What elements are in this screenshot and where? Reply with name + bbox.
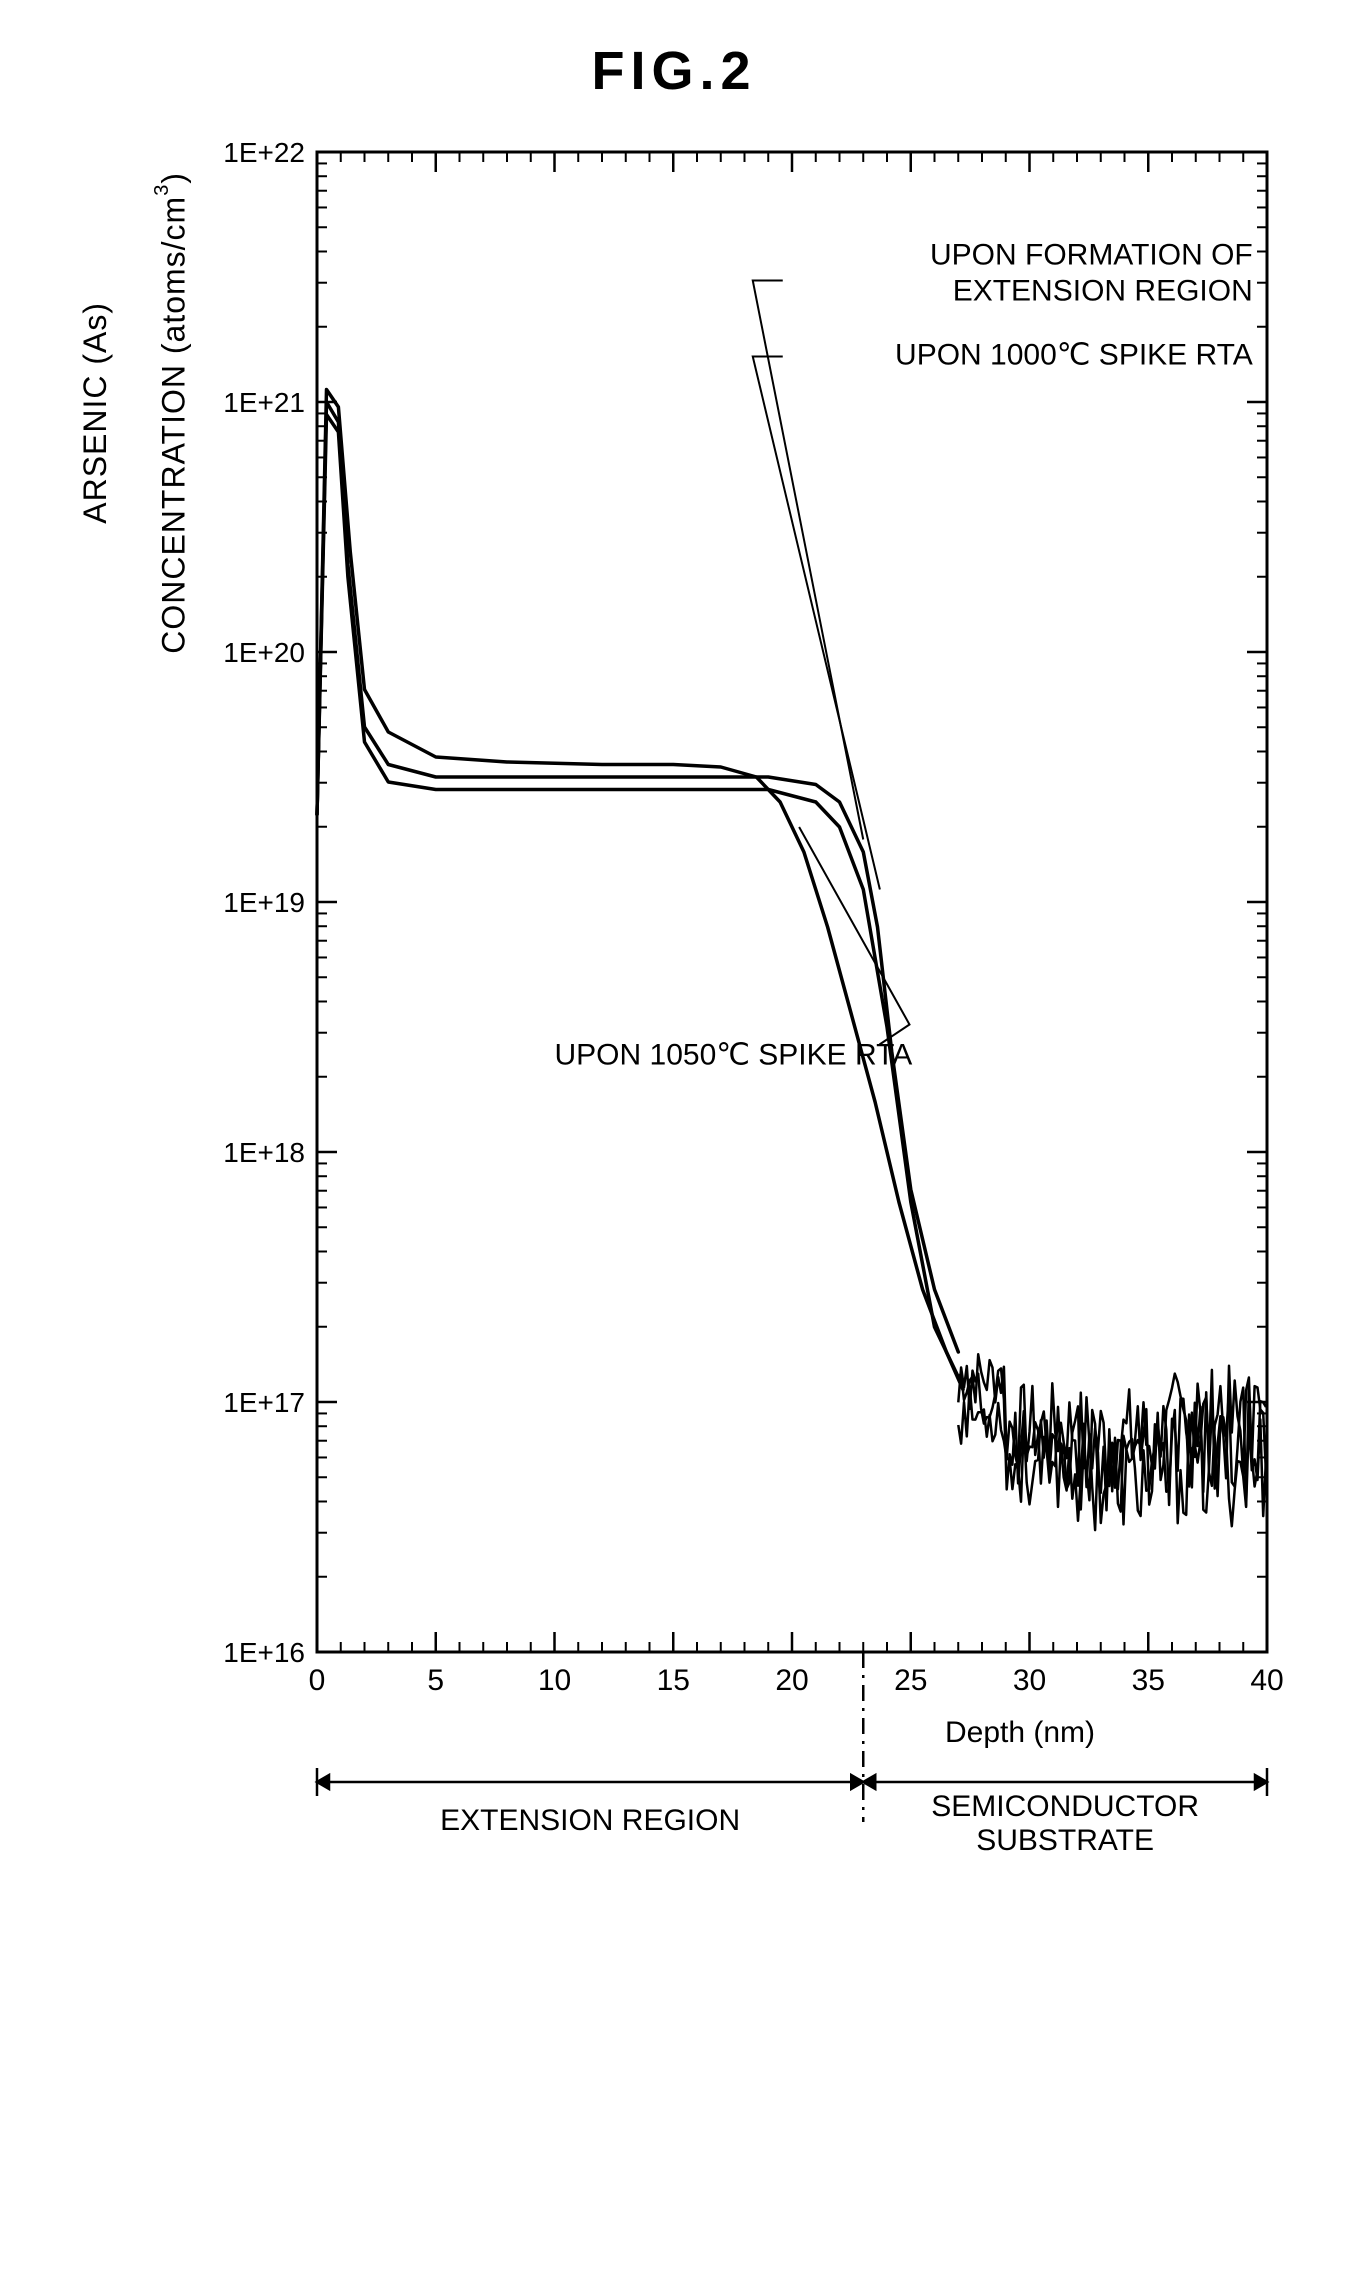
svg-text:5: 5 xyxy=(427,1664,444,1697)
svg-text:10: 10 xyxy=(537,1664,570,1697)
svg-text:1E+16: 1E+16 xyxy=(223,1637,305,1668)
concentration-depth-chart: 1E+16 1E+17 1E+18 1E+19 1E+20 1E+21 1E+22 0 5 10 1… xyxy=(207,132,1297,1872)
y-axis-label: ARSENIC (As) CONCENTRATION (atoms/cm3) xyxy=(40,172,193,654)
svg-text:1E+22: 1E+22 xyxy=(223,137,305,168)
svg-text:Depth (nm): Depth (nm) xyxy=(945,1716,1095,1749)
svg-text:SUBSTRATE: SUBSTRATE xyxy=(976,1824,1154,1857)
svg-text:20: 20 xyxy=(775,1664,808,1697)
svg-text:0: 0 xyxy=(308,1664,325,1697)
svg-text:30: 30 xyxy=(1012,1664,1045,1697)
svg-text:1E+21: 1E+21 xyxy=(223,387,305,418)
svg-text:40: 40 xyxy=(1250,1664,1283,1697)
svg-text:1E+20: 1E+20 xyxy=(223,637,305,668)
svg-text:UPON 1050℃ SPIKE RTA: UPON 1050℃ SPIKE RTA xyxy=(554,1039,912,1072)
svg-text:1E+19: 1E+19 xyxy=(223,887,305,918)
svg-text:UPON FORMATION OF: UPON FORMATION OF xyxy=(930,239,1253,272)
svg-text:25: 25 xyxy=(894,1664,927,1697)
svg-text:EXTENSION REGION: EXTENSION REGION xyxy=(952,275,1252,308)
svg-text:35: 35 xyxy=(1131,1664,1164,1697)
svg-text:1E+18: 1E+18 xyxy=(223,1137,305,1168)
svg-text:UPON 1000℃ SPIKE RTA: UPON 1000℃ SPIKE RTA xyxy=(895,339,1253,372)
svg-text:1E+17: 1E+17 xyxy=(223,1387,305,1418)
figure-title: FIG.2 xyxy=(40,40,1308,102)
svg-text:EXTENSION REGION: EXTENSION REGION xyxy=(440,1804,740,1837)
svg-text:15: 15 xyxy=(656,1664,689,1697)
svg-text:SEMICONDUCTOR: SEMICONDUCTOR xyxy=(931,1790,1199,1823)
